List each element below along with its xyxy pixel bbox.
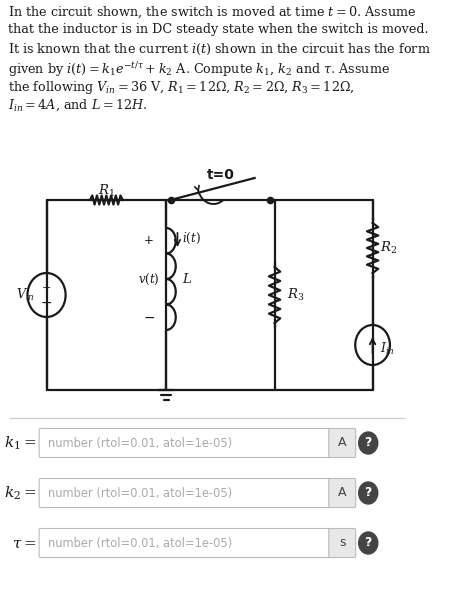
- Circle shape: [359, 532, 378, 554]
- Text: s: s: [339, 537, 346, 549]
- Text: $R_3$: $R_3$: [287, 287, 304, 303]
- Text: $\tau =$: $\tau =$: [12, 535, 36, 551]
- Text: t=0: t=0: [207, 168, 235, 182]
- Text: $v(t)$: $v(t)$: [138, 272, 160, 287]
- Text: +: +: [144, 234, 154, 246]
- Text: A: A: [338, 486, 346, 499]
- Text: ?: ?: [365, 486, 372, 499]
- FancyBboxPatch shape: [39, 478, 330, 507]
- FancyBboxPatch shape: [329, 429, 356, 457]
- Text: $i(t)$: $i(t)$: [182, 230, 201, 246]
- Text: ?: ?: [365, 436, 372, 450]
- Text: $R_2$: $R_2$: [380, 240, 397, 256]
- Text: $k_1 =$: $k_1 =$: [4, 435, 36, 452]
- Text: given by $i(t) = k_1e^{-t/\tau} + k_2$ A. Compute $k_1$, $k_2$ and $\tau$. Assum: given by $i(t) = k_1e^{-t/\tau} + k_2$ A…: [9, 61, 391, 79]
- Text: number (rtol=0.01, atol=1e-05): number (rtol=0.01, atol=1e-05): [48, 537, 233, 549]
- Text: In the circuit shown, the switch is moved at time $t = 0$. Assume: In the circuit shown, the switch is move…: [9, 5, 417, 20]
- FancyBboxPatch shape: [39, 429, 330, 457]
- Text: A: A: [338, 436, 346, 450]
- FancyBboxPatch shape: [329, 478, 356, 507]
- Text: +: +: [42, 283, 51, 293]
- Text: $R_1$: $R_1$: [98, 183, 115, 199]
- Text: $V_{in}$: $V_{in}$: [16, 287, 35, 303]
- Text: It is known that the current $i(t)$ shown in the circuit has the form: It is known that the current $i(t)$ show…: [9, 42, 431, 57]
- Text: −: −: [41, 296, 52, 310]
- Text: $k_2 =$: $k_2 =$: [4, 484, 36, 502]
- Text: number (rtol=0.01, atol=1e-05): number (rtol=0.01, atol=1e-05): [48, 436, 233, 450]
- FancyBboxPatch shape: [329, 528, 356, 558]
- Text: $I_{in} = 4A$, and $L = 12H$.: $I_{in} = 4A$, and $L = 12H$.: [9, 97, 148, 113]
- Text: that the inductor is in DC steady state when the switch is moved.: that the inductor is in DC steady state …: [9, 23, 429, 37]
- Text: −: −: [143, 311, 155, 325]
- FancyBboxPatch shape: [39, 528, 330, 558]
- Text: the following $V_{in} = 36$ V, $R_1 = 12\Omega$, $R_2 = 2\Omega$, $R_3 = 12\Omeg: the following $V_{in} = 36$ V, $R_1 = 12…: [9, 79, 355, 96]
- Circle shape: [359, 432, 378, 454]
- Text: ?: ?: [365, 537, 372, 549]
- Text: $L$: $L$: [182, 272, 192, 286]
- Circle shape: [359, 482, 378, 504]
- Text: number (rtol=0.01, atol=1e-05): number (rtol=0.01, atol=1e-05): [48, 486, 233, 499]
- Text: $I_{in}$: $I_{in}$: [380, 341, 394, 357]
